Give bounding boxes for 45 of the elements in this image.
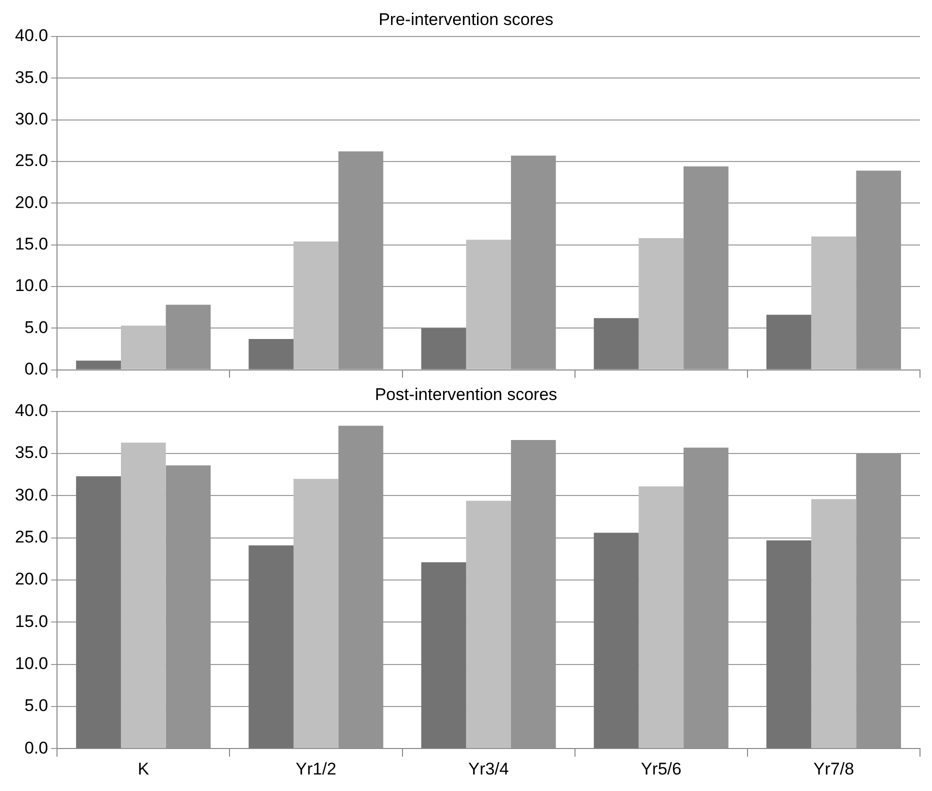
bar xyxy=(466,240,511,370)
y-tick-label: 30.0 xyxy=(14,109,48,128)
bar xyxy=(766,540,812,748)
y-tick-label: 20.0 xyxy=(14,192,48,212)
bar xyxy=(766,314,812,370)
y-tick-label: 15.0 xyxy=(14,234,48,254)
y-tick-label: 10.0 xyxy=(14,276,48,296)
x-tick-label: Yr3/4 xyxy=(468,759,509,778)
y-tick-label: 35.0 xyxy=(14,443,48,462)
bar xyxy=(248,338,294,370)
y-tick-label: 30.0 xyxy=(14,485,48,504)
x-tick-label: K xyxy=(138,759,150,778)
bar xyxy=(638,238,684,370)
bar xyxy=(120,442,166,748)
bar xyxy=(811,499,856,748)
bar xyxy=(421,562,466,748)
x-tick-label: Yr1/2 xyxy=(296,759,336,778)
y-tick-label: 0.0 xyxy=(24,738,48,758)
x-tick-label: Yr5/6 xyxy=(640,759,682,778)
y-tick-label: 25.0 xyxy=(14,151,48,170)
bar xyxy=(466,500,511,748)
y-tick-label: 25.0 xyxy=(14,528,48,547)
y-tick-label: 10.0 xyxy=(14,654,48,673)
chart-title: Pre-intervention scores xyxy=(378,10,554,29)
y-tick-label: 40.0 xyxy=(14,26,48,46)
bar xyxy=(594,318,639,370)
x-tick-label: Yr7/8 xyxy=(813,759,854,778)
bar xyxy=(76,476,121,748)
bar xyxy=(811,236,856,370)
bar xyxy=(76,360,121,370)
bar xyxy=(248,545,294,748)
bar xyxy=(421,328,466,370)
bar xyxy=(638,486,684,748)
bar xyxy=(594,532,639,748)
bar xyxy=(294,241,338,370)
chart-title: Post-intervention scores xyxy=(374,384,558,404)
y-tick-label: 20.0 xyxy=(14,570,48,589)
bar xyxy=(294,478,338,748)
y-tick-label: 40.0 xyxy=(14,401,48,420)
y-tick-label: 35.0 xyxy=(14,68,48,87)
y-tick-label: 0.0 xyxy=(24,359,48,378)
y-tick-label: 5.0 xyxy=(24,696,48,716)
bar xyxy=(120,326,166,370)
y-tick-label: 5.0 xyxy=(24,318,48,337)
y-tick-label: 15.0 xyxy=(14,612,48,631)
